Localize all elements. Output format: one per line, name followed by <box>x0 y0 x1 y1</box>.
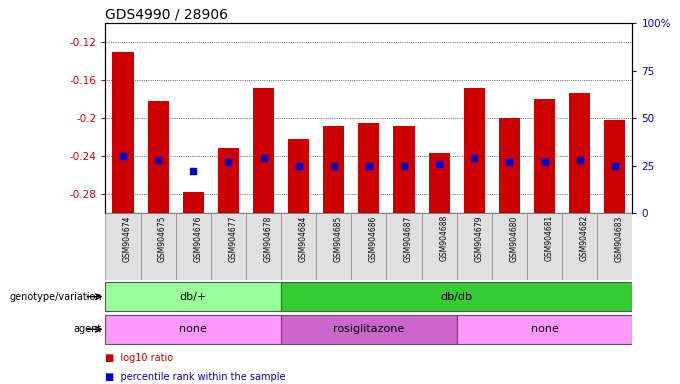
FancyBboxPatch shape <box>281 213 316 280</box>
Text: db/db: db/db <box>441 291 473 302</box>
FancyBboxPatch shape <box>562 213 597 280</box>
Point <box>293 162 304 169</box>
FancyBboxPatch shape <box>281 282 632 311</box>
Text: GSM904677: GSM904677 <box>228 215 237 262</box>
Text: db/+: db/+ <box>180 291 207 302</box>
Point <box>223 159 234 165</box>
Point <box>609 162 620 169</box>
Text: GSM904681: GSM904681 <box>545 215 554 262</box>
Text: GSM904688: GSM904688 <box>439 215 448 262</box>
FancyBboxPatch shape <box>246 213 281 280</box>
Point <box>398 162 409 169</box>
Bar <box>394 126 415 213</box>
Text: GSM904674: GSM904674 <box>123 215 132 262</box>
Text: GSM904678: GSM904678 <box>264 215 273 262</box>
FancyBboxPatch shape <box>105 282 281 311</box>
Text: GSM904680: GSM904680 <box>509 215 518 262</box>
FancyBboxPatch shape <box>105 213 141 280</box>
Text: none: none <box>180 324 207 334</box>
Point <box>152 157 163 163</box>
Text: GSM904685: GSM904685 <box>334 215 343 262</box>
FancyBboxPatch shape <box>457 213 492 280</box>
Bar <box>569 93 590 213</box>
Text: none: none <box>530 324 558 334</box>
FancyBboxPatch shape <box>457 314 632 344</box>
Text: rosiglitazone: rosiglitazone <box>333 324 405 334</box>
Text: genotype/variation: genotype/variation <box>10 291 102 302</box>
Bar <box>148 101 169 213</box>
Point <box>504 159 515 165</box>
Bar <box>499 118 520 213</box>
Text: GSM904675: GSM904675 <box>158 215 167 262</box>
Text: ■  log10 ratio: ■ log10 ratio <box>105 353 173 363</box>
Text: GSM904679: GSM904679 <box>474 215 483 262</box>
FancyBboxPatch shape <box>316 213 352 280</box>
Point <box>118 153 129 159</box>
Text: ■  percentile rank within the sample: ■ percentile rank within the sample <box>105 372 286 382</box>
FancyBboxPatch shape <box>281 314 457 344</box>
Point <box>574 157 585 163</box>
Bar <box>288 139 309 213</box>
Bar <box>605 120 626 213</box>
FancyBboxPatch shape <box>597 213 632 280</box>
Point <box>469 155 479 161</box>
Text: GSM904686: GSM904686 <box>369 215 378 262</box>
Bar <box>464 88 485 213</box>
Point <box>188 168 199 174</box>
Point <box>328 162 339 169</box>
FancyBboxPatch shape <box>386 213 422 280</box>
Point <box>434 161 445 167</box>
Bar <box>358 123 379 213</box>
FancyBboxPatch shape <box>352 213 386 280</box>
Point <box>258 155 269 161</box>
Text: GDS4990 / 28906: GDS4990 / 28906 <box>105 8 228 22</box>
Bar <box>534 99 555 213</box>
FancyBboxPatch shape <box>105 314 281 344</box>
Text: GSM904682: GSM904682 <box>579 215 589 262</box>
Point <box>363 162 374 169</box>
Bar <box>253 88 274 213</box>
FancyBboxPatch shape <box>527 213 562 280</box>
FancyBboxPatch shape <box>175 213 211 280</box>
Bar <box>218 149 239 213</box>
Bar <box>183 192 204 213</box>
Point <box>539 159 550 165</box>
FancyBboxPatch shape <box>211 213 246 280</box>
Text: GSM904684: GSM904684 <box>299 215 307 262</box>
FancyBboxPatch shape <box>492 213 527 280</box>
Bar <box>323 126 344 213</box>
Text: GSM904676: GSM904676 <box>193 215 202 262</box>
FancyBboxPatch shape <box>422 213 457 280</box>
Text: GSM904683: GSM904683 <box>615 215 624 262</box>
Text: agent: agent <box>73 324 102 334</box>
Bar <box>428 153 449 213</box>
Bar <box>112 51 133 213</box>
FancyBboxPatch shape <box>141 213 175 280</box>
Text: GSM904687: GSM904687 <box>404 215 413 262</box>
